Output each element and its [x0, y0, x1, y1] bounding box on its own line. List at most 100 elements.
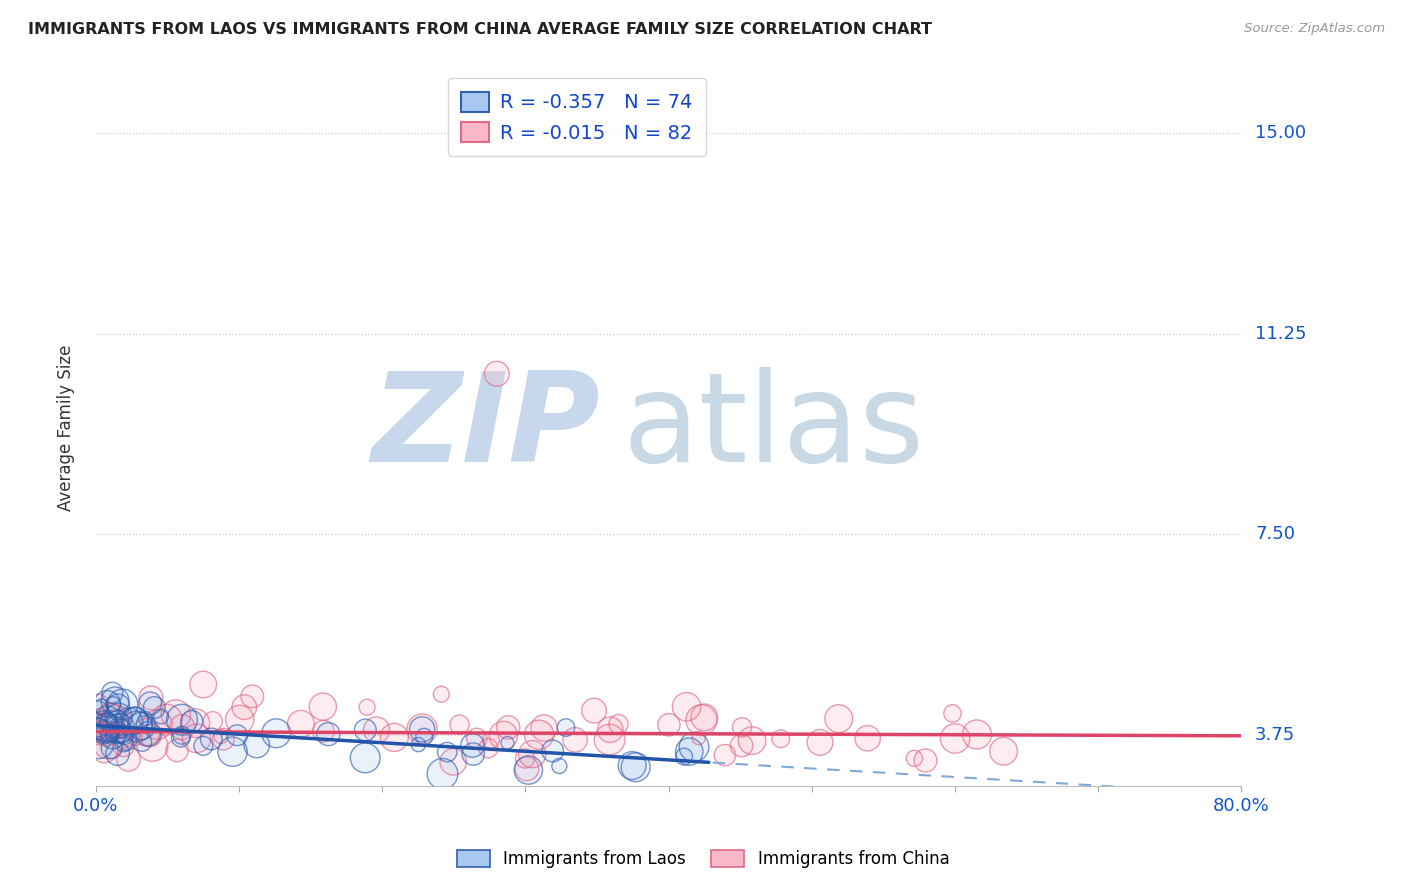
- Point: [107, 710, 129, 724]
- Point: [828, 712, 851, 726]
- Point: [115, 729, 138, 743]
- Point: [941, 706, 963, 721]
- Point: [125, 719, 148, 733]
- Point: [621, 758, 644, 772]
- Point: [599, 723, 621, 737]
- Point: [675, 699, 697, 714]
- Point: [94, 719, 117, 733]
- Point: [240, 690, 263, 704]
- Point: [143, 700, 166, 714]
- Point: [124, 714, 146, 728]
- Point: [117, 752, 139, 766]
- Point: [139, 697, 162, 711]
- Point: [94, 722, 117, 736]
- Point: [105, 725, 128, 739]
- Point: [658, 718, 681, 732]
- Point: [226, 728, 249, 742]
- Point: [107, 710, 129, 724]
- Point: [714, 748, 737, 763]
- Point: [485, 367, 508, 381]
- Point: [91, 723, 114, 738]
- Point: [233, 700, 256, 714]
- Point: [107, 714, 129, 728]
- Point: [193, 677, 215, 691]
- Point: [115, 733, 138, 747]
- Point: [170, 728, 193, 742]
- Point: [135, 712, 157, 726]
- Point: [432, 767, 454, 781]
- Point: [408, 738, 430, 752]
- Point: [465, 731, 488, 746]
- Point: [100, 724, 122, 739]
- Point: [413, 730, 436, 744]
- Point: [107, 747, 129, 761]
- Point: [240, 690, 263, 704]
- Legend: Immigrants from Laos, Immigrants from China: Immigrants from Laos, Immigrants from Ch…: [450, 843, 956, 875]
- Point: [318, 727, 340, 741]
- Point: [382, 731, 405, 745]
- Point: [112, 736, 135, 750]
- Point: [180, 714, 202, 729]
- Point: [354, 723, 377, 737]
- Point: [131, 719, 153, 733]
- Point: [90, 727, 112, 741]
- Point: [856, 731, 879, 746]
- Point: [150, 709, 173, 723]
- Point: [101, 730, 124, 744]
- Point: [492, 729, 515, 743]
- Point: [496, 720, 519, 734]
- Point: [87, 723, 110, 737]
- Point: [100, 710, 122, 724]
- Point: [112, 739, 135, 753]
- Point: [96, 727, 118, 741]
- Point: [209, 730, 232, 744]
- Point: [87, 736, 110, 750]
- Point: [533, 721, 555, 735]
- Point: [583, 704, 606, 718]
- Point: [201, 714, 224, 729]
- Point: [125, 719, 148, 733]
- Point: [166, 743, 188, 757]
- Point: [118, 714, 141, 729]
- Point: [184, 716, 207, 731]
- Point: [246, 738, 269, 752]
- Point: [96, 727, 118, 741]
- Point: [690, 713, 713, 727]
- Point: [522, 747, 544, 762]
- Point: [108, 721, 131, 735]
- Point: [150, 709, 173, 723]
- Point: [688, 731, 710, 745]
- Point: [93, 722, 115, 736]
- Point: [87, 720, 110, 734]
- Point: [108, 721, 131, 735]
- Point: [139, 697, 162, 711]
- Point: [432, 767, 454, 781]
- Text: 11.25: 11.25: [1256, 325, 1306, 343]
- Point: [769, 731, 792, 746]
- Point: [105, 725, 128, 739]
- Point: [366, 723, 388, 737]
- Point: [683, 739, 706, 754]
- Point: [485, 367, 508, 381]
- Point: [87, 710, 110, 724]
- Point: [228, 713, 250, 727]
- Point: [730, 739, 752, 753]
- Point: [693, 710, 716, 724]
- Point: [436, 745, 458, 759]
- Point: [966, 727, 988, 741]
- Point: [527, 728, 550, 742]
- Point: [172, 720, 194, 734]
- Point: [673, 749, 696, 764]
- Point: [186, 731, 208, 746]
- Point: [411, 723, 433, 737]
- Point: [101, 686, 124, 700]
- Point: [731, 720, 754, 734]
- Point: [101, 728, 124, 742]
- Point: [124, 713, 146, 727]
- Point: [246, 738, 269, 752]
- Point: [496, 736, 519, 750]
- Point: [87, 722, 110, 736]
- Point: [564, 732, 586, 747]
- Point: [312, 699, 335, 714]
- Point: [87, 723, 110, 737]
